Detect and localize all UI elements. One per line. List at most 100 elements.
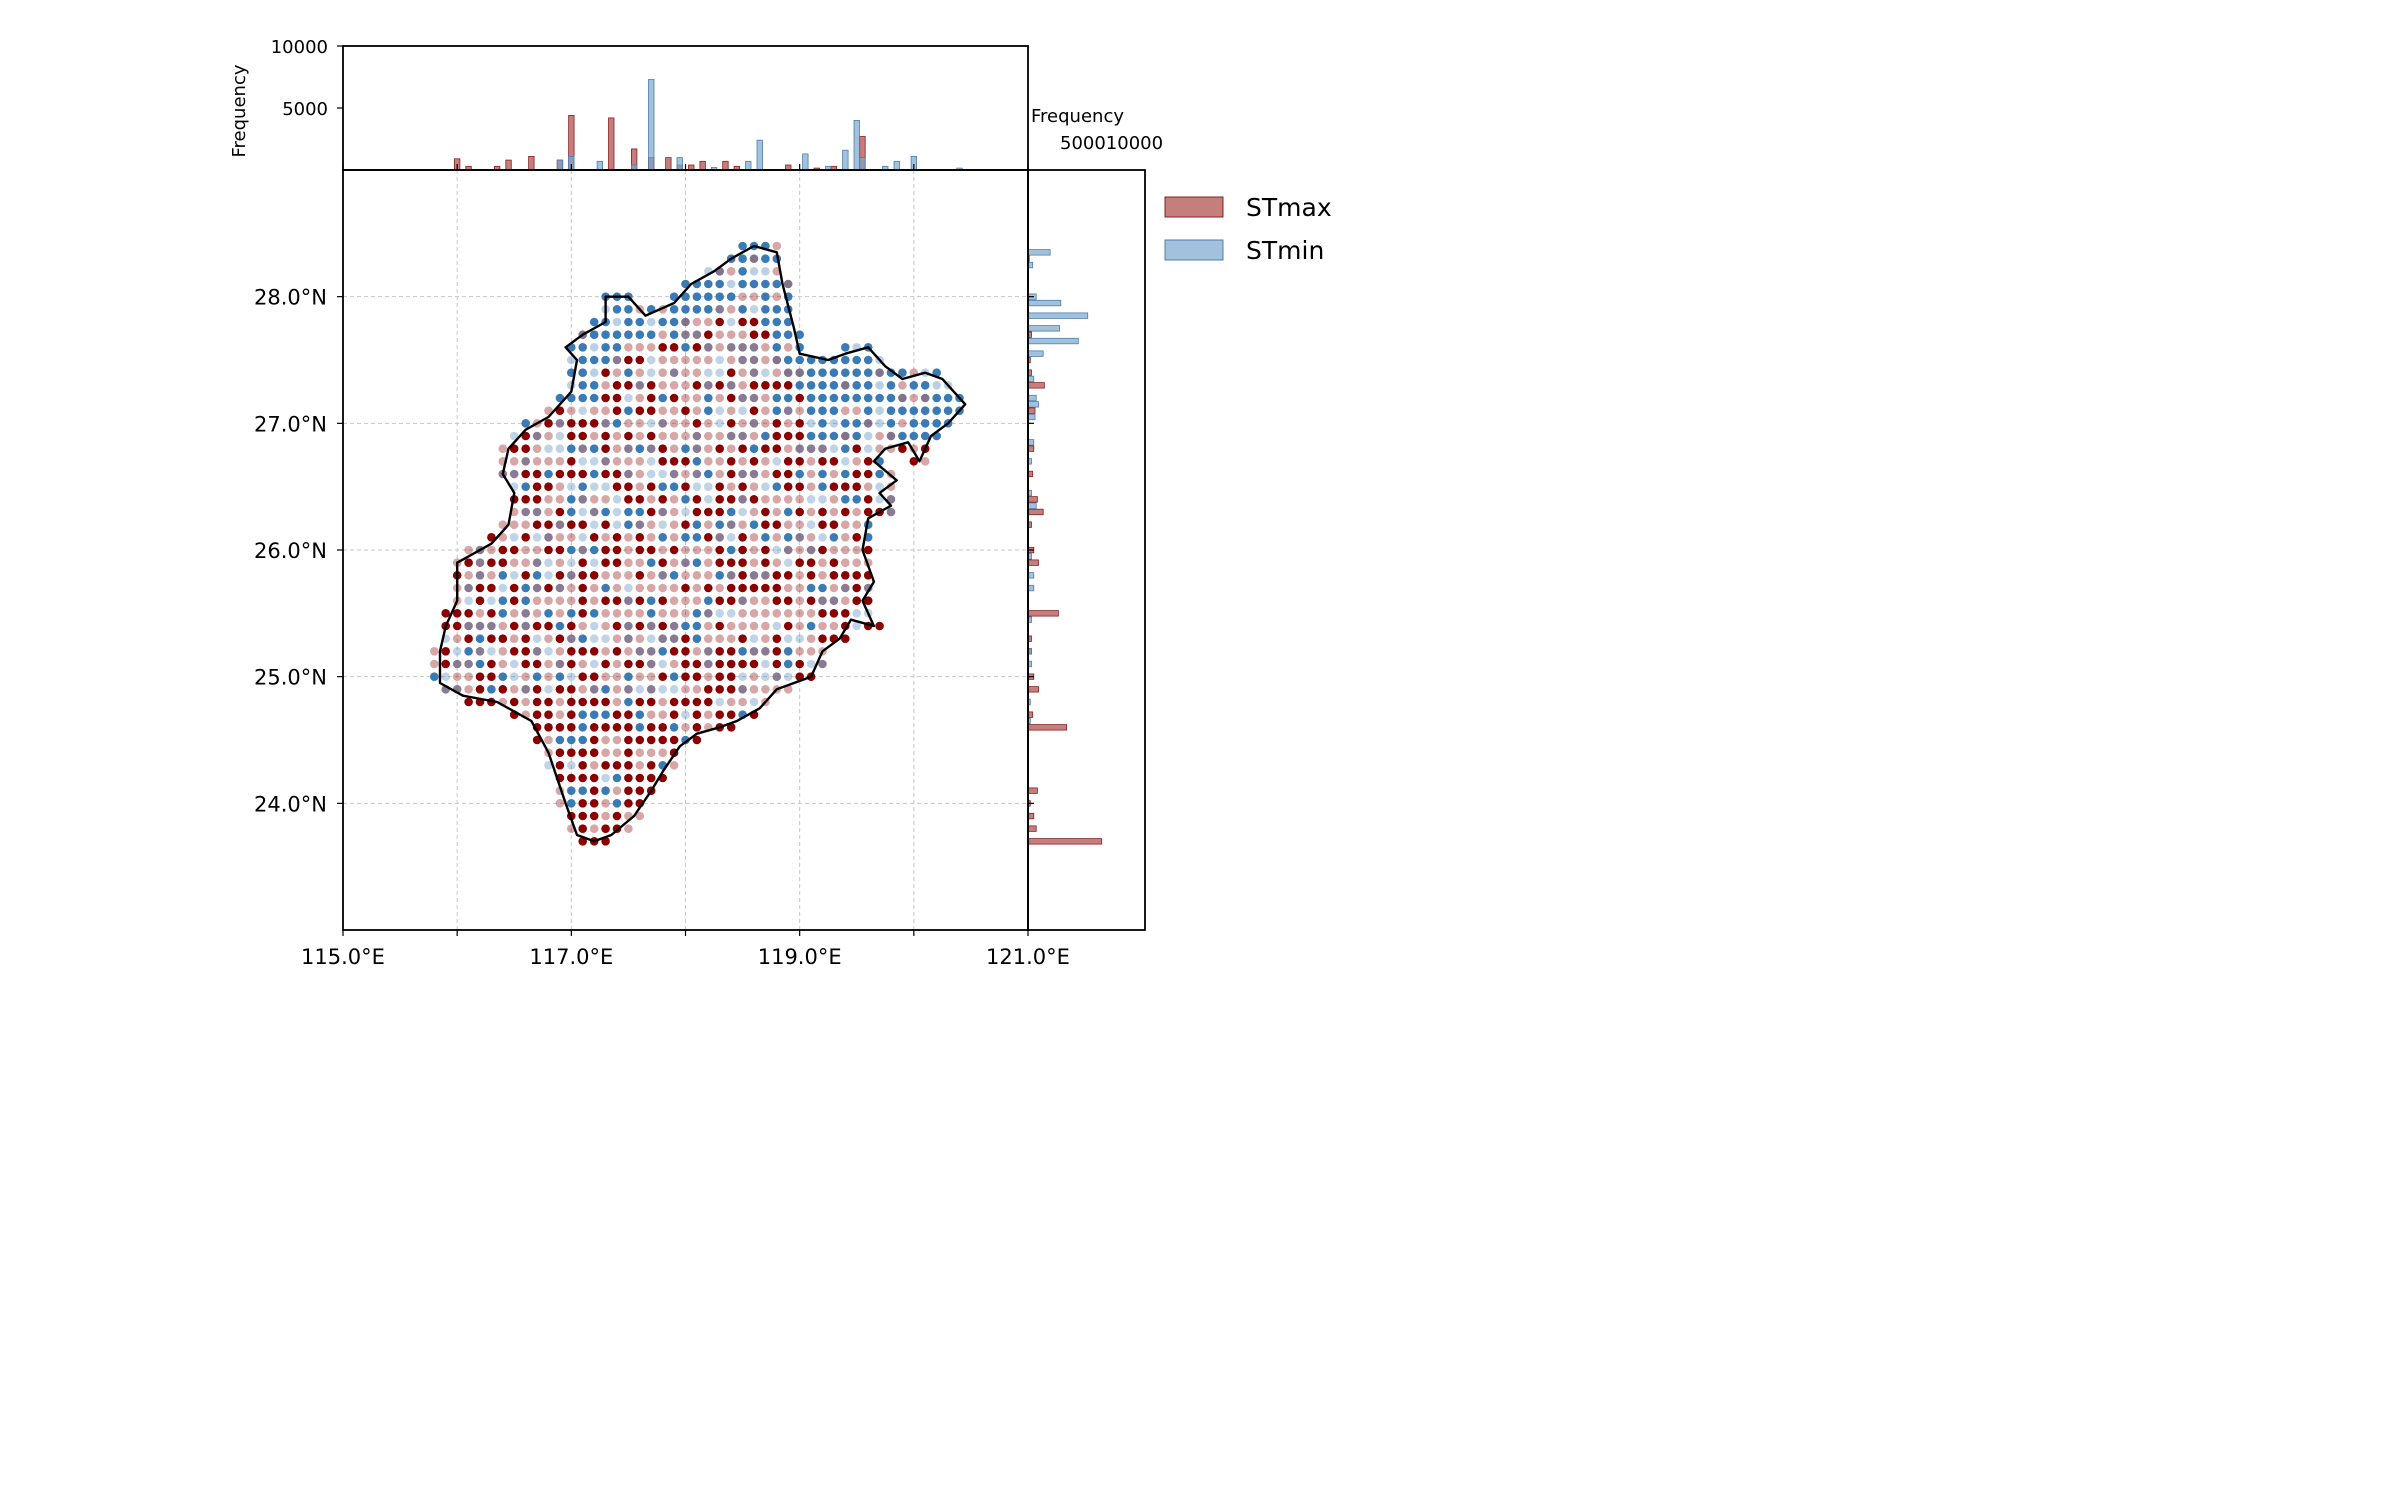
stmax-point [898,444,907,454]
stmax-light-point [704,710,713,719]
stmax-point [487,634,496,643]
stmax-light-point [806,457,816,466]
stmax-point [852,469,861,479]
stmin-point [886,368,896,378]
stmin-point [863,368,873,378]
stmax-point [829,482,839,492]
stmax-point [726,672,736,681]
stmax-point [532,697,542,707]
stmax-light-point [726,621,736,631]
stmax-point [555,406,565,416]
stmax-light-point [601,621,610,631]
stmax-light-point [601,647,610,656]
stmax-point [646,545,656,555]
stmax-point [532,482,542,492]
stmin-light-point [544,647,553,656]
stmax-point [612,393,622,403]
stmax-light-point [658,609,667,618]
legend: STmax STmin [1164,193,1332,265]
stmax-point [578,609,587,618]
stmax-point [692,659,702,669]
stmax-point [567,469,576,479]
overlap-point [669,634,679,643]
stmax-point [658,343,667,352]
overlap-point [646,685,656,694]
stmin-point [498,571,508,580]
stmax-point [635,697,645,707]
overlap-point [783,545,793,555]
stmax-point [875,621,884,631]
stmax-point [738,659,747,669]
stmax-light-point [772,241,782,251]
stmax-point [624,761,633,770]
overlap-point [521,457,530,466]
right-hist-bar-stmin [1027,325,1061,332]
stmax-point [509,583,519,593]
stmax-point [715,482,724,492]
stmin-point [567,735,576,745]
stmin-light-point [863,431,873,441]
top-hist-bar-stmax [699,160,706,171]
overlap-point [715,305,724,314]
overlap-point [772,355,782,365]
overlap-point [704,381,713,390]
stmax-point [544,583,553,593]
stmax-light-point [806,634,816,643]
stmax-light-point [624,824,633,833]
stmax-point [818,545,827,555]
stmax-point [612,621,622,631]
stmax-light-point [749,596,759,605]
stmax-light-point [795,583,804,593]
stmax-light-point [498,520,508,529]
overlap-point [464,621,473,631]
stmax-point [681,659,690,669]
stmin-light-point [589,634,599,643]
stmax-light-point [681,393,690,403]
stmin-light-point [806,495,816,504]
stmin-light-point [544,558,553,567]
stmax-light-point [852,406,861,416]
stmax-light-point [749,507,759,517]
stmax-point [555,571,565,580]
stmin-point [589,330,599,340]
stmax-point [669,697,679,707]
stmax-light-point [841,533,850,542]
stmax-point [863,495,873,504]
stmax-point [578,773,587,783]
stmin-light-point [646,634,656,643]
stmin-light-point [783,672,793,681]
stmin-light-point [795,634,804,643]
stmax-light-point [612,634,622,643]
right-hist-bar-stmax [1027,382,1045,389]
stmax-light-point [761,634,770,643]
stmax-light-point [681,431,690,441]
overlap-point [589,685,599,694]
overlap-point [669,621,679,631]
stmax-light-point [761,596,770,605]
top-hist-bar-stmin [859,157,866,171]
stmax-light-point [532,545,542,555]
stmax-point [601,545,610,555]
overlap-point [772,672,782,681]
overlap-point [544,533,553,542]
overlap-point [795,444,804,454]
stmin-light-point [783,558,793,567]
overlap-point [635,520,645,529]
stmax-light-point [841,406,850,416]
overlap-point [624,444,633,454]
top-hist-bar-stmin [556,159,564,171]
top-hist-bar-stmax [505,159,512,171]
stmax-light-point [646,583,656,593]
overlap-point [555,419,565,428]
stmax-light-point [795,647,804,656]
overlap-point [578,545,587,555]
top-hist-bar-stmin [676,157,683,171]
stmax-light-point [464,685,473,694]
stmax-point [761,507,770,517]
stmax-point [829,520,839,529]
stmin-light-point [772,457,782,466]
stmax-light-point [806,482,816,492]
stmax-light-point [612,697,622,707]
stmax-light-point [646,533,656,542]
stmax-light-point [601,495,610,504]
